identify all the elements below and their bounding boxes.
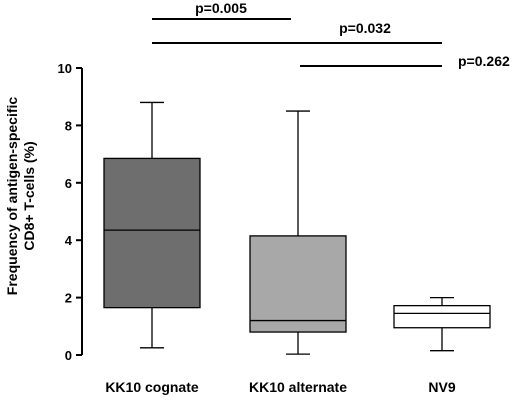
y-tick-label: 0: [65, 348, 72, 363]
iqr-box: [103, 157, 201, 309]
p-value-label: p=0.005: [195, 0, 247, 16]
y-tick-label: 6: [65, 176, 72, 191]
y-tick-label: 10: [58, 61, 72, 76]
y-tick-label: 8: [65, 118, 72, 133]
comparison-2: p=0.262: [300, 53, 510, 69]
box-0: [103, 101, 201, 349]
iqr-box: [393, 304, 491, 329]
x-category-label: KK10 cognate: [105, 379, 199, 395]
box-1: [249, 110, 347, 355]
x-category-label: KK10 alternate: [249, 379, 347, 395]
significance-brackets: p=0.005 p=0.032 p=0.262: [152, 0, 510, 69]
x-category-label: NV9: [428, 379, 455, 395]
p-value-label: p=0.262: [458, 53, 510, 69]
x-axis-labels: KK10 cognate KK10 alternate NV9: [105, 379, 456, 395]
y-axis: 0 2 4 6 8 10: [58, 61, 83, 363]
box-series: [103, 101, 491, 355]
comparison-0: p=0.005: [152, 0, 291, 20]
comparison-1: p=0.032: [152, 20, 442, 44]
box-2: [393, 296, 491, 352]
y-tick-label: 2: [65, 291, 72, 306]
y-axis-label-line-1: Frequency of antigen-specific: [4, 97, 20, 296]
iqr-box: [249, 235, 347, 333]
y-axis-label-line-2: CD8+ T-cells (%): [21, 141, 37, 250]
y-tick-label: 4: [65, 233, 73, 248]
p-value-label: p=0.032: [339, 20, 391, 36]
